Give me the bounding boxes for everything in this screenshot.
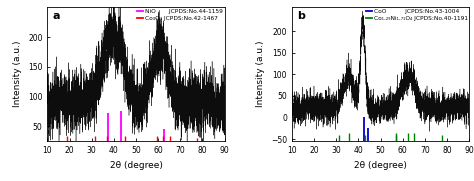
X-axis label: 2θ (degree): 2θ (degree) (354, 161, 407, 170)
X-axis label: 2θ (degree): 2θ (degree) (109, 161, 163, 170)
Text: a: a (53, 11, 60, 21)
Text: b: b (297, 11, 305, 21)
Y-axis label: Intensity (a.u.): Intensity (a.u.) (256, 41, 265, 108)
Legend: CoO          JCPDS:No.43-1004, Co₁.₂₉Ni₁.₇₁O₄ JCPDS:No.40-1191: CoO JCPDS:No.43-1004, Co₁.₂₉Ni₁.₇₁O₄ JCP… (365, 9, 468, 22)
Y-axis label: Intensity (a.u.): Intensity (a.u.) (13, 41, 22, 108)
Legend: NiO       JCPDS:No.44-1159, Co₃O₄ JCPDS:No.42-1467: NiO JCPDS:No.44-1159, Co₃O₄ JCPDS:No.42-… (137, 9, 224, 22)
